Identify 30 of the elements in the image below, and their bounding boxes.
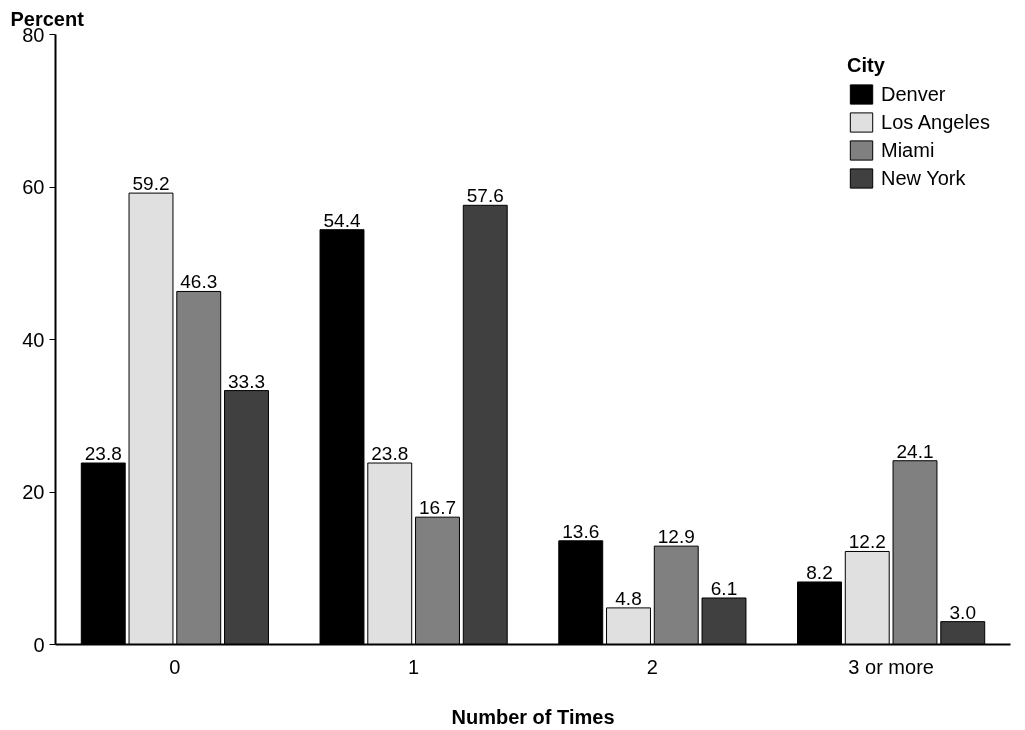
data-label: 46.3	[180, 271, 218, 293]
legend-label: Miami	[881, 138, 935, 162]
data-label: 23.8	[84, 443, 122, 465]
data-label: 57.6	[466, 185, 504, 207]
data-label: 24.1	[896, 440, 934, 462]
data-label: 8.2	[806, 561, 833, 583]
data-label: 13.6	[562, 520, 600, 542]
x-axis-title: Number of Times	[451, 705, 615, 728]
data-label: 12.2	[848, 531, 886, 553]
data-label: 59.2	[132, 173, 170, 195]
y-tick-label: 60	[22, 176, 45, 198]
legend-label: Denver	[881, 82, 946, 106]
data-label: 54.4	[323, 209, 361, 231]
y-tick-label: 40	[22, 328, 45, 351]
data-label: 23.8	[371, 443, 409, 465]
legend-title: City	[847, 54, 886, 77]
x-tick-label: 1	[408, 655, 420, 678]
data-label: 3.0	[949, 601, 976, 623]
x-tick-label: 3 or more	[848, 655, 934, 678]
x-tick-label: 2	[646, 655, 658, 678]
x-tick-label: 0	[169, 655, 181, 678]
y-tick-label: 20	[22, 481, 45, 503]
data-label: 16.7	[419, 497, 456, 519]
data-label: 4.8	[615, 587, 642, 609]
data-label: 33.3	[228, 370, 265, 392]
legend-label: New York	[881, 166, 966, 190]
data-label: 12.9	[657, 526, 695, 548]
y-tick-label: 0	[33, 633, 45, 656]
data-label: 6.1	[710, 577, 738, 599]
legend-label: Los Angeles	[881, 110, 990, 134]
